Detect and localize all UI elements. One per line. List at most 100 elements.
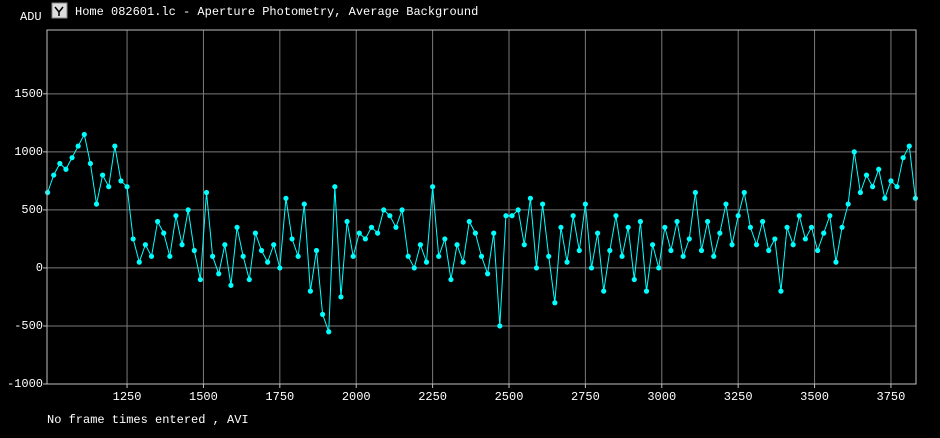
- data-point: [124, 184, 130, 190]
- data-point: [338, 294, 344, 300]
- chart-title: Home 082601.lc - Aperture Photometry, Av…: [75, 5, 478, 19]
- data-point: [252, 230, 258, 236]
- data-point: [558, 224, 564, 230]
- x-tick-label: 1500: [189, 390, 218, 404]
- data-point: [368, 224, 375, 230]
- data-point: [894, 184, 900, 190]
- x-tick-label: 3000: [647, 390, 676, 404]
- data-point: [686, 236, 692, 242]
- data-point: [69, 155, 75, 161]
- data-point: [588, 265, 595, 271]
- data-point: [118, 178, 124, 184]
- data-point: [900, 155, 906, 161]
- data-point: [668, 247, 674, 254]
- data-point: [100, 172, 106, 178]
- x-tick-label: 1750: [265, 390, 294, 404]
- data-point: [540, 201, 546, 207]
- y-axis-label: ADU: [20, 10, 42, 24]
- data-point: [808, 224, 815, 230]
- x-tick-label: 2750: [571, 390, 600, 404]
- data-point: [423, 259, 430, 265]
- data-point: [656, 265, 662, 271]
- data-point: [454, 242, 460, 248]
- data-point: [167, 253, 173, 259]
- y-tick-label: 0: [36, 261, 43, 275]
- data-point: [197, 276, 203, 283]
- data-point: [75, 143, 81, 149]
- data-point: [210, 253, 216, 259]
- data-point: [625, 224, 631, 230]
- data-point: [906, 143, 912, 149]
- data-point: [466, 218, 472, 225]
- data-point: [692, 189, 698, 196]
- data-point: [753, 242, 760, 248]
- data-point: [136, 259, 142, 265]
- data-point: [723, 201, 729, 207]
- data-point: [448, 276, 454, 283]
- data-point: [570, 213, 576, 219]
- data-point: [601, 288, 607, 294]
- data-point: [222, 242, 228, 248]
- data-point: [442, 236, 448, 242]
- y-tick-label: 1500: [14, 87, 43, 101]
- data-point: [497, 323, 503, 329]
- data-point: [521, 242, 527, 248]
- data-point: [705, 218, 711, 225]
- data-point: [650, 242, 656, 248]
- data-point: [307, 288, 313, 294]
- data-point: [234, 224, 240, 230]
- y-tick-label: -500: [14, 319, 43, 333]
- plot: [45, 131, 918, 335]
- data-point: [595, 230, 601, 236]
- data-point: [326, 329, 332, 335]
- data-point: [356, 230, 362, 236]
- data-point: [729, 242, 735, 248]
- data-point: [179, 242, 185, 248]
- data-point: [784, 224, 790, 230]
- data-point: [839, 224, 845, 230]
- x-tick-label: 3750: [877, 390, 906, 404]
- data-point: [216, 271, 222, 277]
- data-point: [735, 213, 741, 219]
- data-point: [662, 224, 668, 230]
- data-point: [741, 189, 747, 196]
- data-point: [81, 131, 87, 138]
- x-tick-label: 3500: [800, 390, 829, 404]
- data-point: [203, 189, 210, 196]
- data-point: [680, 253, 686, 259]
- y-tick-label: -1000: [7, 377, 43, 391]
- x-tick-label: 3250: [724, 390, 753, 404]
- data-point: [112, 143, 118, 149]
- data-point: [888, 178, 894, 184]
- data-point: [393, 224, 399, 230]
- data-point: [106, 184, 112, 190]
- data-point: [173, 213, 179, 219]
- data-point: [417, 242, 423, 248]
- x-tick-label: 2500: [495, 390, 524, 404]
- data-point: [796, 213, 802, 219]
- data-point: [57, 160, 63, 167]
- data-point: [821, 230, 827, 236]
- data-point: [503, 213, 509, 219]
- data-point: [637, 218, 643, 225]
- data-point: [375, 230, 381, 236]
- data-point: [271, 242, 277, 248]
- data-point: [320, 311, 326, 317]
- data-point: [870, 184, 876, 190]
- data-point: [277, 265, 283, 271]
- data-point: [240, 253, 246, 259]
- data-point: [93, 201, 100, 207]
- x-tick-label: 2250: [418, 390, 447, 404]
- data-point: [411, 265, 417, 271]
- data-point: [258, 247, 265, 254]
- data-point: [527, 195, 533, 201]
- data-point: [228, 282, 234, 288]
- data-point: [674, 218, 680, 225]
- data-point: [747, 224, 753, 230]
- data-point: [246, 276, 252, 283]
- data-point: [289, 236, 295, 242]
- data-point: [882, 195, 888, 201]
- data-point: [485, 271, 491, 277]
